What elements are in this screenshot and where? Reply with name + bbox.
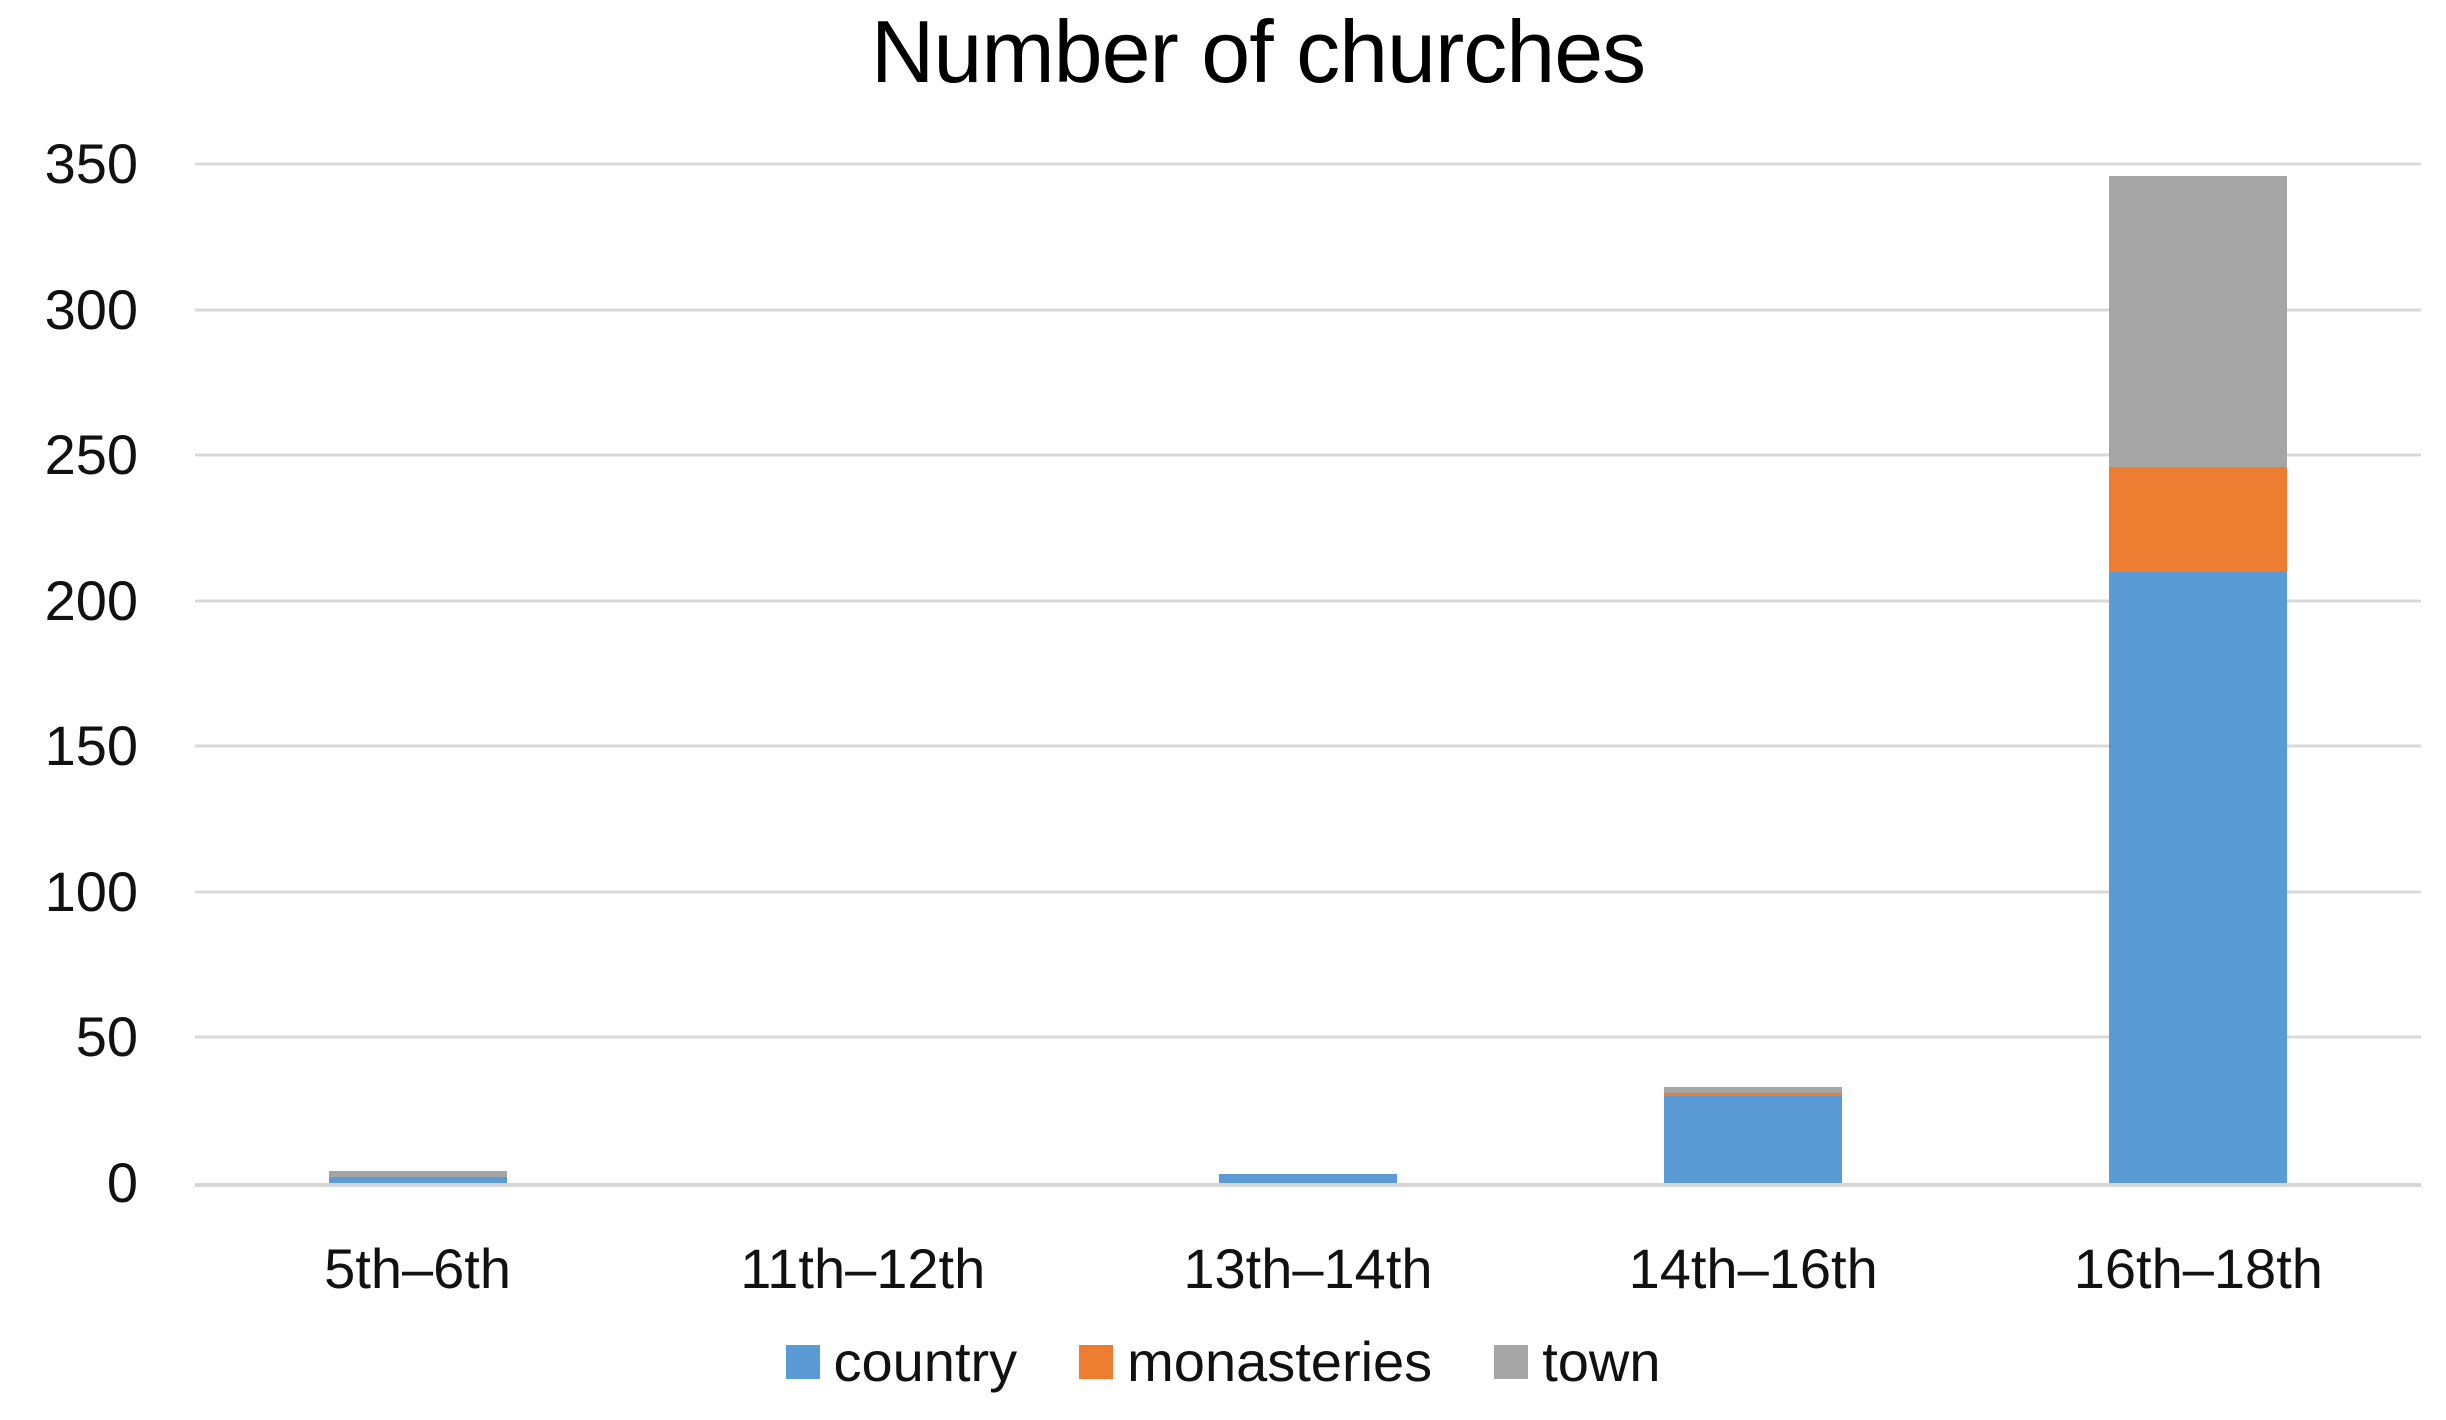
x-axis-line	[195, 1183, 2421, 1187]
y-tick-label-300: 300	[44, 277, 138, 341]
gridline-150	[195, 744, 2421, 748]
bar-segment-country[interactable]	[1218, 1174, 1397, 1183]
x-tick-label-14th–16th: 14th–16th	[1628, 1237, 1878, 1300]
y-tick-label-250: 250	[44, 423, 138, 487]
y-tick-label-200: 200	[44, 568, 138, 632]
y-tick-label-350: 350	[44, 132, 138, 195]
x-axis-labels: 5th–6th 11th–12th 13th–14th 14th–16th 16th–1…	[195, 1236, 2421, 1301]
legend-label-monasteries: monasteries	[1127, 1330, 1433, 1393]
x-tick-label-13th–14th: 13th–14th	[1183, 1237, 1433, 1300]
legend-label-country: country	[833, 1330, 1018, 1393]
y-tick-label-0: 0	[106, 1151, 138, 1214]
gridline-300	[195, 308, 2421, 312]
bar-16th–18th	[1976, 164, 2421, 1183]
legend-label-town: town	[1542, 1330, 1661, 1393]
bar-segment-town[interactable]	[2109, 175, 2288, 467]
y-tick-label-150: 150	[44, 714, 138, 778]
y-tick-label-100: 100	[44, 859, 138, 923]
legend-item-monasteries[interactable]: monasteries	[1079, 1334, 1432, 1390]
gridline-100	[195, 890, 2421, 894]
bar-segment-town[interactable]	[328, 1171, 507, 1178]
legend-swatch-town	[1494, 1345, 1529, 1379]
legend-swatch-monasteries	[1079, 1345, 1114, 1379]
plot-area	[195, 162, 2421, 1187]
gridline-350	[195, 162, 2421, 166]
gridline-200	[195, 599, 2421, 603]
chart-title: Number of churches	[870, 2, 1646, 101]
gridline-250	[195, 453, 2421, 457]
legend-item-town[interactable]: town	[1494, 1334, 1660, 1390]
x-tick-label-16th–18th: 16th–18th	[2073, 1237, 2323, 1300]
bar-5th–6th	[195, 164, 640, 1183]
bar-14th–16th	[1531, 164, 1976, 1183]
bar-segment-town[interactable]	[1664, 1086, 1843, 1093]
x-tick-label-11th–12th: 11th–12th	[740, 1237, 986, 1300]
bar-segment-monasteries[interactable]	[1664, 1092, 1843, 1096]
x-tick-label-5th–6th: 5th–6th	[324, 1237, 512, 1300]
legend-swatch-country	[785, 1345, 820, 1379]
legend-item-country[interactable]: country	[785, 1330, 1018, 1393]
bar-segment-monasteries[interactable]	[2109, 466, 2288, 572]
legend: country monasteries town	[0, 1334, 2446, 1390]
bar-segment-country[interactable]	[328, 1177, 507, 1183]
y-tick-label-50: 50	[75, 1005, 138, 1069]
bar-segment-country[interactable]	[1664, 1095, 1843, 1183]
gridline-50	[195, 1035, 2421, 1039]
bar-11th–12th	[640, 164, 1085, 1183]
bar-segment-country[interactable]	[2109, 571, 2288, 1183]
y-axis-labels: 0 50 100 150 200 250 300 350	[0, 136, 138, 1211]
bar-13th–14th	[1085, 164, 1530, 1183]
